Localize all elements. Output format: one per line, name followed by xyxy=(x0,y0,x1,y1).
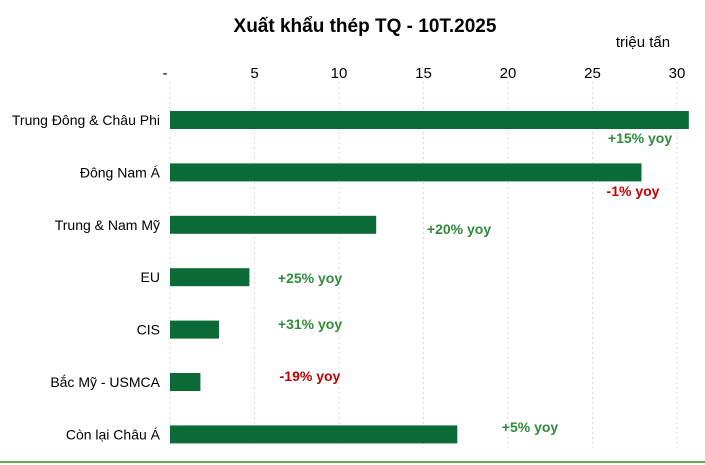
yoy-label: +15% yoy xyxy=(608,130,672,146)
unit-label: triệu tấn xyxy=(616,34,670,51)
category-label: EU xyxy=(141,269,160,285)
yoy-label: -1% yoy xyxy=(607,183,660,199)
category-labels: Trung Đông & Châu Phi Đông Nam Á Trung & N… xyxy=(12,112,161,442)
x-tick-label: 30 xyxy=(669,65,686,82)
yoy-label: +5% yoy xyxy=(502,419,559,435)
category-label: Trung & Nam Mỹ xyxy=(55,217,160,233)
bar xyxy=(170,268,250,287)
bar xyxy=(170,215,377,234)
category-label: Đông Nam Á xyxy=(80,164,161,180)
category-label: Bắc Mỹ - USMCA xyxy=(50,374,160,390)
yoy-label: +25% yoy xyxy=(278,270,342,286)
bar xyxy=(170,111,689,129)
bars xyxy=(170,111,689,444)
x-tick-label: 15 xyxy=(415,65,432,82)
category-label: Còn lại Châu Á xyxy=(66,426,161,442)
bar xyxy=(170,373,201,391)
x-tick-label: - xyxy=(163,65,168,82)
x-tick-label: 5 xyxy=(250,65,258,82)
yoy-label: +20% yoy xyxy=(427,221,491,237)
bar xyxy=(170,425,458,444)
x-tick-label: 20 xyxy=(500,65,517,82)
grid-lines xyxy=(169,82,678,448)
chart-title: Xuất khẩu thép TQ - 10T.2025 xyxy=(234,16,497,37)
bar xyxy=(170,320,220,339)
category-label: Trung Đông & Châu Phi xyxy=(12,112,160,128)
yoy-label: -19% yoy xyxy=(280,368,341,384)
yoy-label: +31% yoy xyxy=(278,316,342,332)
category-label: CIS xyxy=(137,322,160,338)
x-tick-label: 25 xyxy=(584,65,601,82)
bar xyxy=(170,163,642,182)
x-tick-label: 10 xyxy=(331,65,348,82)
x-axis-ticks: - 5 10 15 20 25 30 xyxy=(163,65,686,82)
data-labels: +15% yoy -1% yoy +20% yoy +25% yoy +31% yoy -… xyxy=(278,130,672,435)
